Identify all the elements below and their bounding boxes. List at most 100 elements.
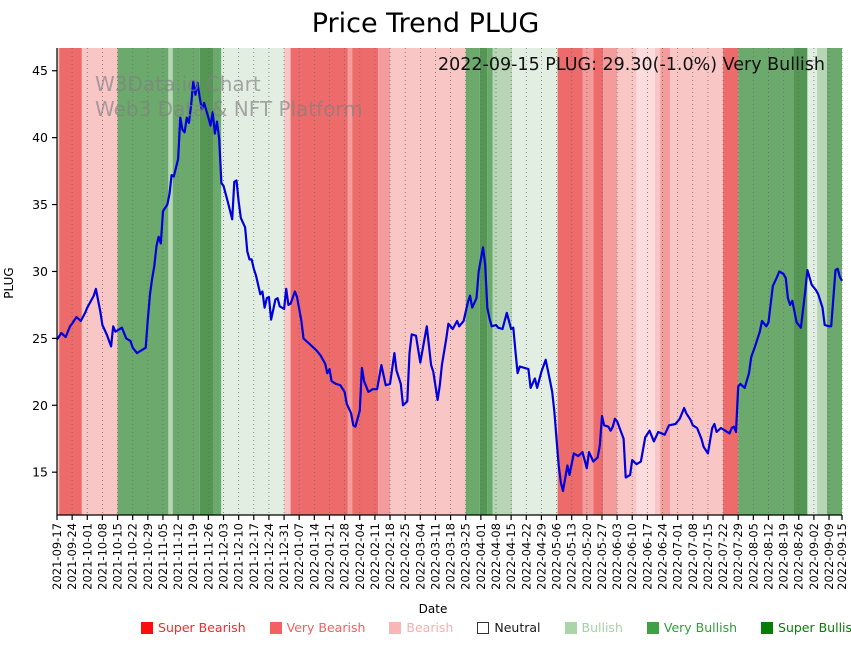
sentiment-band-bearish <box>284 48 291 515</box>
legend-item-bearish: Bearish <box>389 620 453 635</box>
sentiment-band-super_bearish <box>352 48 379 515</box>
x-tick-label: 2021-12-10 <box>232 523 246 590</box>
x-tick-label: 2022-07-01 <box>671 523 685 590</box>
y-tick-label: 30 <box>32 264 48 279</box>
x-tick-label: 2021-11-26 <box>201 523 215 590</box>
x-tick-label: 2021-09-17 <box>50 523 64 590</box>
legend-label: Super Bearish <box>158 620 246 635</box>
y-tick-label: 35 <box>32 197 48 212</box>
sentiment-band-super_bearish <box>290 48 348 515</box>
sentiment-band-bullish_pale <box>807 48 818 515</box>
x-tick-label: 2021-12-31 <box>277 523 291 590</box>
sentiment-band-bearish <box>81 48 118 515</box>
legend-item-super-bullish: Super Bullish <box>761 620 851 635</box>
legend-item-very-bullish: Very Bullish <box>646 620 738 635</box>
x-tick-label: 2022-05-20 <box>580 523 594 590</box>
x-tick-label: 2021-12-24 <box>262 523 276 590</box>
latest-price-annotation: 2022-09-15 PLUG: 29.30(-1.0%) Very Bulli… <box>438 55 825 75</box>
legend-label: Very Bearish <box>286 620 366 635</box>
sentiment-band-very_bearish <box>603 48 618 515</box>
x-tick-label: 2021-12-17 <box>247 523 261 590</box>
x-tick-label: 2022-04-22 <box>519 523 533 590</box>
sentiment-band-very_bullish <box>465 48 480 515</box>
x-tick-label: 2022-02-11 <box>368 523 382 590</box>
sentiment-band-very_bullish <box>487 48 493 515</box>
x-tick-label: 2022-05-06 <box>550 523 564 590</box>
x-tick-label: 2022-04-01 <box>474 523 488 590</box>
x-tick-label: 2022-05-13 <box>565 523 579 590</box>
x-tick-label: 2022-03-25 <box>459 523 473 590</box>
x-tick-label: 2021-10-15 <box>111 523 125 590</box>
x-tick-label: 2022-07-08 <box>686 523 700 590</box>
legend-swatch-icon <box>389 621 402 634</box>
y-axis-label: PLUG <box>2 267 16 299</box>
sentiment-band-bearish <box>57 48 60 515</box>
x-tick-label: 2022-06-24 <box>656 523 670 590</box>
x-tick-label: 2022-03-04 <box>413 523 427 590</box>
x-tick-label: 2021-11-12 <box>171 523 185 590</box>
x-tick-label: 2022-08-05 <box>746 523 760 590</box>
sentiment-band-super_bullish <box>793 48 808 515</box>
x-tick-label: 2022-03-18 <box>444 523 458 590</box>
y-tick-label: 45 <box>32 63 48 78</box>
legend-swatch-icon <box>646 621 659 634</box>
sentiment-band-very_bearish <box>378 48 391 515</box>
x-tick-label: 2021-11-05 <box>156 523 170 590</box>
x-tick-label: 2022-07-15 <box>701 523 715 590</box>
x-tick-label: 2021-11-19 <box>186 523 200 590</box>
x-tick-label: 2022-08-12 <box>761 523 775 590</box>
x-tick-label: 2022-08-19 <box>777 523 791 590</box>
sentiment-band-bearish <box>390 48 466 515</box>
legend-label: Bullish <box>581 620 623 635</box>
x-tick-label: 2022-06-17 <box>640 523 654 590</box>
x-tick-label: 2022-02-18 <box>383 523 397 590</box>
x-tick-label: 2022-07-29 <box>731 523 745 590</box>
x-tick-label: 2022-05-27 <box>595 523 609 590</box>
y-tick-label: 25 <box>32 331 48 346</box>
x-tick-label: 2021-10-22 <box>126 523 140 590</box>
x-tick-label: 2022-01-14 <box>307 523 321 590</box>
legend-label: Super Bullish <box>778 620 851 635</box>
x-tick-label: 2021-10-01 <box>80 523 94 590</box>
legend-item-neutral: Neutral <box>477 620 541 635</box>
price-line <box>56 80 843 492</box>
sentiment-band-bullish <box>492 48 513 515</box>
sentiment-band-super_bullish <box>199 48 214 515</box>
sentiment-band-very_bullish <box>213 48 222 515</box>
x-tick-label: 2022-01-21 <box>322 523 336 590</box>
x-tick-label: 2022-09-02 <box>807 523 821 590</box>
y-tick-label: 40 <box>32 130 48 145</box>
legend-item-very-bearish: Very Bearish <box>269 620 366 635</box>
x-tick-label: 2022-04-08 <box>489 523 503 590</box>
x-tick-label: 2022-02-04 <box>353 523 367 590</box>
sentiment-band-bullish <box>817 48 827 515</box>
legend-swatch-icon <box>564 621 577 634</box>
legend-swatch-icon <box>761 621 774 634</box>
sentiment-band-bearish_light <box>636 48 655 515</box>
legend-label: Very Bullish <box>663 620 738 635</box>
x-tick-label: 2022-06-03 <box>610 523 624 590</box>
x-tick-label: 2021-09-24 <box>65 523 79 590</box>
legend-label: Neutral <box>494 620 541 635</box>
legend-swatch-icon <box>269 621 282 634</box>
sentiment-band-super_bearish <box>557 48 583 515</box>
y-tick-label: 20 <box>32 398 48 413</box>
sentiment-band-very_bullish <box>117 48 169 515</box>
sentiment-band-bullish <box>168 48 173 515</box>
x-tick-label: 2022-08-26 <box>792 523 806 590</box>
sentiment-legend: Super Bearish Very Bearish Bearish Neutral B… <box>141 620 851 635</box>
x-tick-label: 2022-09-15 <box>835 523 849 590</box>
sentiment-band-bullish_pale <box>221 48 285 515</box>
sentiment-band-very_bearish <box>660 48 671 515</box>
x-tick-label: 2022-04-15 <box>504 523 518 590</box>
x-tick-label: 2022-03-11 <box>428 523 442 590</box>
sentiment-band-very_bullish <box>738 48 794 515</box>
legend-item-super-bearish: Super Bearish <box>141 620 246 635</box>
x-tick-label: 2021-10-29 <box>141 523 155 590</box>
sentiment-band-bearish <box>654 48 661 515</box>
x-tick-label: 2022-04-29 <box>534 523 548 590</box>
legend-label: Bearish <box>406 620 454 635</box>
x-tick-label: 2021-10-08 <box>95 523 109 590</box>
